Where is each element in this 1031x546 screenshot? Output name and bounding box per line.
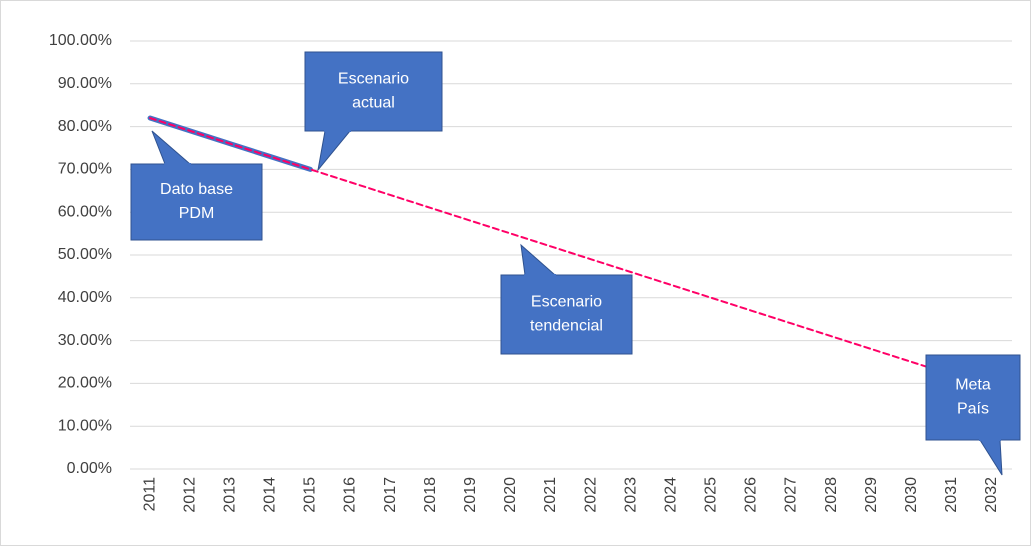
x-tick-label: 2028 <box>823 477 840 513</box>
callout-box <box>130 163 263 241</box>
callout-box <box>925 354 1021 441</box>
x-tick-label: 2017 <box>382 477 399 513</box>
x-tick-label: 2019 <box>462 477 479 513</box>
callout-box <box>304 51 443 132</box>
callout: Escenario tendencial <box>500 243 633 355</box>
y-tick-label: 40.00% <box>58 289 112 306</box>
callout-text: Escenario <box>531 294 602 311</box>
callout-text: PDM <box>179 205 215 222</box>
y-tick-label: 90.00% <box>58 75 112 92</box>
x-tick-label: 2024 <box>662 477 679 513</box>
x-tick-label: 2032 <box>983 477 1000 513</box>
y-tick-label: 100.00% <box>49 32 112 49</box>
y-tick-label: 20.00% <box>58 375 112 392</box>
callout-box <box>500 274 633 355</box>
callout-text: País <box>957 401 989 418</box>
x-tick-label: 2025 <box>703 477 720 513</box>
y-tick-label: 50.00% <box>58 246 112 263</box>
y-tick-label: 0.00% <box>67 460 112 477</box>
y-tick-label: 10.00% <box>58 417 112 434</box>
x-tick-label: 2013 <box>221 477 238 513</box>
x-tick-label: 2014 <box>262 477 279 513</box>
x-tick-label: 2029 <box>863 477 880 513</box>
x-tick-label: 2022 <box>582 477 599 513</box>
callout-text: tendencial <box>530 318 603 335</box>
callout: Dato base PDM <box>130 130 263 241</box>
x-tick-label: 2016 <box>342 477 359 513</box>
x-tick-label: 2020 <box>502 477 519 513</box>
callout-seam <box>164 163 191 165</box>
x-tick-label: 2015 <box>302 477 319 513</box>
x-tick-label: 2018 <box>422 477 439 513</box>
y-tick-label: 30.00% <box>58 332 112 349</box>
callout: Meta País <box>925 354 1021 476</box>
x-tick-label: 2027 <box>783 477 800 513</box>
x-tick-label: 2011 <box>141 477 158 512</box>
callout-seam <box>979 439 1001 441</box>
y-tick-label: 70.00% <box>58 161 112 178</box>
x-tick-label: 2030 <box>903 477 920 513</box>
x-tick-label: 2023 <box>622 477 639 513</box>
series-line <box>149 117 993 389</box>
y-tick-label: 60.00% <box>58 203 112 220</box>
y-tick-label: 80.00% <box>58 118 112 135</box>
callout-text: Dato base <box>160 181 233 198</box>
x-tick-label: 2031 <box>943 477 960 513</box>
callout-text: actual <box>352 95 395 112</box>
x-tick-label: 2026 <box>743 477 760 513</box>
callout-text: Escenario <box>338 71 409 88</box>
x-tick-label: 2012 <box>181 477 198 513</box>
callout-text: Meta <box>955 377 991 394</box>
callout-seam <box>324 130 351 132</box>
callout: Escenario actual <box>304 51 443 172</box>
callout-seam <box>524 274 556 276</box>
x-tick-label: 2021 <box>542 477 559 513</box>
